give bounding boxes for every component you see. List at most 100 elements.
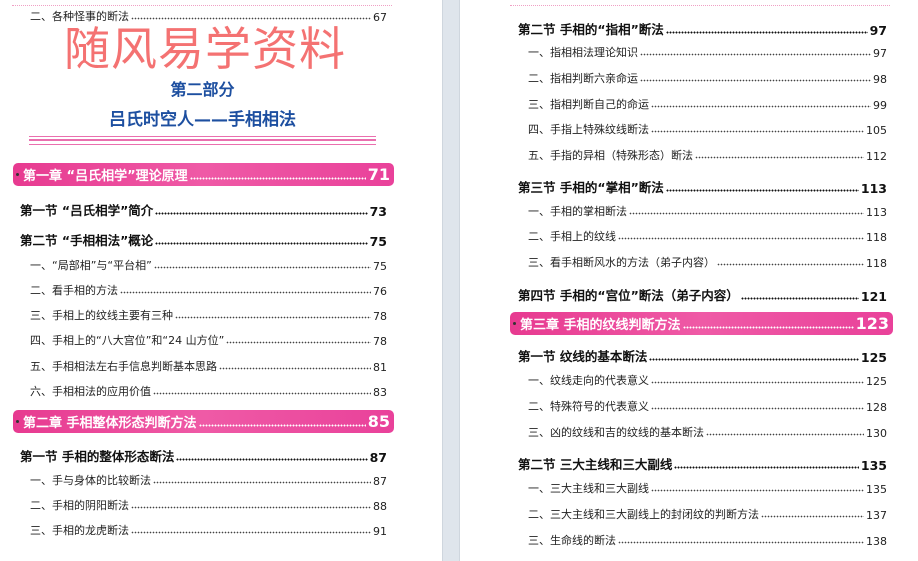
toc-item[interactable]: 二、指相判断六亲命运 98 [528, 70, 887, 86]
toc-item[interactable]: 二、看手相的方法 76 [30, 282, 387, 298]
toc-item[interactable]: 二、手相上的纹线 118 [528, 228, 887, 244]
toc-chapter[interactable]: 第二章 手相整体形态判断方法 85 [13, 410, 394, 433]
dot-leader [640, 53, 871, 56]
toc-label: 第一节 手相的整体形态断法 [20, 449, 175, 464]
dot-leader [651, 381, 864, 384]
toc-page-number: 138 [866, 535, 887, 548]
dot-leader [651, 489, 864, 492]
toc-page-number: 85 [367, 412, 390, 431]
dot-leader [717, 263, 864, 266]
toc-item[interactable]: 三、手相上的纹线主要有三种 78 [30, 307, 387, 323]
toc-section[interactable]: 第一节 “吕氏相学”简介 73 [20, 201, 387, 219]
toc-item[interactable]: 一、“局部相”与“平台相” 75 [30, 257, 387, 273]
toc-label: 三、凶的纹线和吉的纹线的基本断法 [528, 426, 704, 439]
toc-page-number: 125 [866, 375, 887, 388]
dot-leader [226, 341, 371, 344]
toc-item[interactable]: 一、手与身体的比较断法 87 [30, 472, 387, 488]
bullet-icon [513, 322, 516, 325]
toc-page-number: 75 [373, 260, 387, 273]
toc-label: 二、各种怪事的断法 [30, 10, 129, 23]
toc-page-number: 75 [369, 234, 387, 249]
dot-leader [695, 156, 864, 159]
toc-label: 第一节 纹线的基本断法 [518, 349, 648, 364]
dot-leader [153, 266, 371, 269]
toc-section[interactable]: 第二节 “手相相法”概论 75 [20, 231, 387, 249]
toc-item[interactable]: 二、三大主线和三大副线上的封闭纹的判断方法 137 [528, 506, 887, 522]
toc-page-number: 97 [869, 23, 887, 38]
toc-item[interactable]: 一、纹线走向的代表意义 125 [528, 372, 887, 388]
divider-line [29, 144, 376, 145]
toc-item[interactable]: 二、各种怪事的断法 67 [30, 8, 387, 24]
toc-item[interactable]: 一、手相的掌相断法 113 [528, 203, 887, 219]
toc-chapter[interactable]: 第一章 “吕氏相学”理论原理 71 [13, 163, 394, 186]
dot-leader [219, 367, 371, 370]
toc-item[interactable]: 五、手指的异相（特殊形态）断法 112 [528, 147, 887, 163]
dot-leader [155, 212, 368, 215]
toc-page-number: 135 [860, 458, 887, 473]
toc-chapter[interactable]: 第三章 手相的纹线判断方法 123 [510, 312, 893, 335]
toc-page-number: 130 [866, 427, 887, 440]
toc-section[interactable]: 第一节 纹线的基本断法 125 [518, 347, 887, 365]
toc-page-number: 91 [373, 525, 387, 538]
dot-leader [175, 316, 371, 319]
toc-page-number: 112 [866, 150, 887, 163]
toc-label: 一、纹线走向的代表意义 [528, 374, 649, 387]
dot-leader [153, 392, 371, 395]
toc-item[interactable]: 三、生命线的断法 138 [528, 532, 887, 548]
toc-item[interactable]: 三、凶的纹线和吉的纹线的基本断法 130 [528, 424, 887, 440]
toc-label: 六、手相相法的应用价值 [30, 385, 151, 398]
toc-label: 一、“局部相”与“平台相” [30, 259, 152, 272]
watermark: 随风易学资料 [64, 22, 346, 76]
toc-item[interactable]: 一、指相相法理论知识 97 [528, 44, 887, 60]
toc-item[interactable]: 四、手指上特殊纹线断法 105 [528, 121, 887, 137]
toc-item[interactable]: 二、特殊符号的代表意义 128 [528, 398, 887, 414]
dot-leader [618, 541, 864, 544]
bullet-icon [16, 420, 19, 423]
dot-leader [198, 424, 366, 427]
dot-leader [131, 17, 371, 20]
toc-item[interactable]: 三、指相判断自己的命运 99 [528, 96, 887, 112]
toc-section[interactable]: 第三节 手相的“掌相”断法 113 [518, 178, 887, 196]
divider-line [29, 136, 376, 137]
toc-page-number: 121 [860, 289, 887, 304]
toc-label: 二、指相判断六亲命运 [528, 72, 638, 85]
dot-leader [176, 458, 368, 461]
toc-section[interactable]: 第一节 手相的整体形态断法 87 [20, 447, 387, 465]
toc-page-number: 135 [866, 483, 887, 496]
toc-item[interactable]: 二、手相的阴阳断法 88 [30, 497, 387, 513]
toc-page-number: 83 [373, 386, 387, 399]
dot-leader [640, 79, 871, 82]
toc-page-number: 113 [866, 206, 887, 219]
toc-page-number: 73 [369, 204, 387, 219]
toc-label: 三、生命线的断法 [528, 534, 616, 547]
toc-page-number: 87 [369, 450, 387, 465]
dot-leader [189, 177, 366, 180]
toc-item[interactable]: 三、看手相断风水的方法（弟子内容） 118 [528, 254, 887, 270]
toc-item[interactable]: 六、手相相法的应用价值 83 [30, 383, 387, 399]
toc-label: 第二节 三大主线和三大副线 [518, 457, 673, 472]
toc-page-number: 118 [866, 231, 887, 244]
toc-label: 第一章 “吕氏相学”理论原理 [23, 169, 188, 184]
toc-section[interactable]: 第二节 手相的“指相”断法 97 [518, 20, 887, 38]
toc-label: 第二节 “手相相法”概论 [20, 233, 154, 248]
toc-item[interactable]: 三、手相的龙虎断法 91 [30, 522, 387, 538]
toc-item[interactable]: 四、手相上的“八大宫位”和“24 山方位” 78 [30, 332, 387, 348]
dot-leader [682, 326, 854, 329]
toc-label: 第三章 手相的纹线判断方法 [520, 318, 681, 333]
toc-item[interactable]: 五、手相相法左右手信息判断基本思路 81 [30, 358, 387, 374]
toc-item[interactable]: 一、三大主线和三大副线 135 [528, 480, 887, 496]
dot-leader [674, 466, 859, 469]
toc-section[interactable]: 第四节 手相的“宫位”断法（弟子内容） 121 [518, 286, 887, 304]
toc-page-number: 67 [373, 11, 387, 24]
toc-page-number: 98 [873, 73, 887, 86]
toc-page-number: 78 [373, 335, 387, 348]
dot-leader [651, 105, 871, 108]
dot-leader [665, 31, 868, 34]
toc-label: 第二节 手相的“指相”断法 [518, 22, 664, 37]
toc-section[interactable]: 第二节 三大主线和三大副线 135 [518, 455, 887, 473]
dot-leader [120, 291, 371, 294]
toc-page-number: 81 [373, 361, 387, 374]
toc-page-number: 76 [373, 285, 387, 298]
toc-label: 一、手与身体的比较断法 [30, 474, 151, 487]
toc-label: 三、手相上的纹线主要有三种 [30, 309, 173, 322]
